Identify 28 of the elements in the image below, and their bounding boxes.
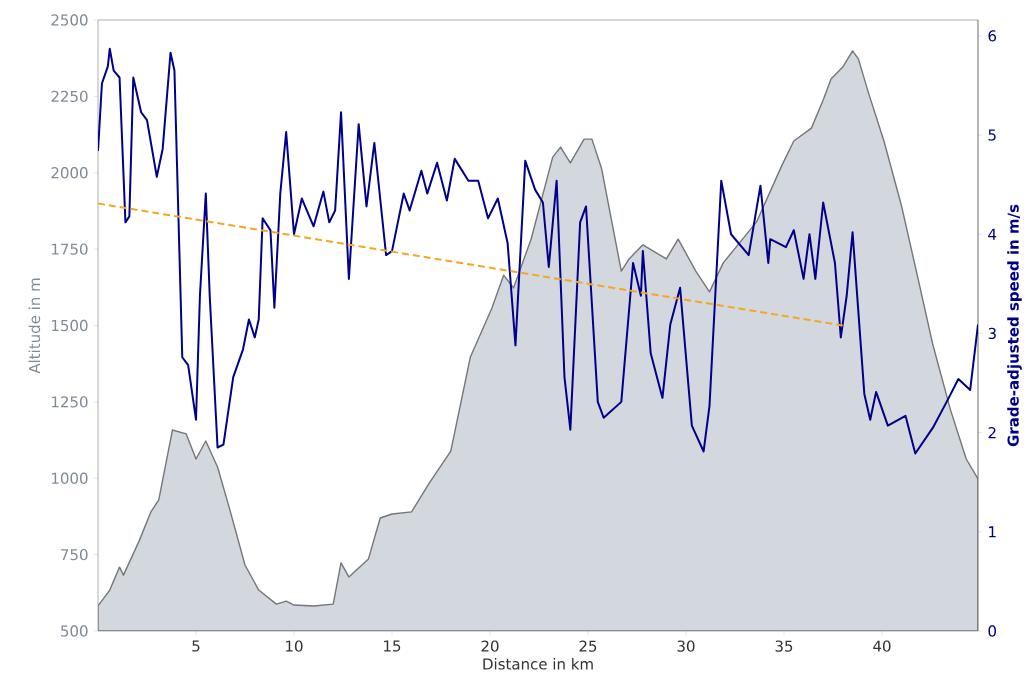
x-axis-title: Distance in km bbox=[483, 658, 593, 670]
y-tick-label: 1500 bbox=[52, 319, 88, 332]
y-tick-label: 2000 bbox=[51, 167, 88, 179]
x-tick-label: 20 bbox=[481, 640, 499, 652]
y2-tick-label: 3 bbox=[988, 327, 996, 340]
y2-tick-label: 2 bbox=[988, 427, 996, 439]
y-tick-label: 1250 bbox=[52, 396, 88, 408]
y2-tick-label: 6 bbox=[988, 30, 997, 42]
y-tick-label: 750 bbox=[61, 548, 88, 561]
x-tick-label: 10 bbox=[286, 640, 303, 652]
line-series bbox=[98, 47, 979, 455]
x-tick-label: 40 bbox=[873, 640, 891, 652]
x-tick-label: 30 bbox=[677, 640, 695, 652]
y-tick-label: 1000 bbox=[52, 472, 88, 484]
y-tick-label: 1750 bbox=[52, 243, 88, 255]
x-tick-label: 5 bbox=[192, 640, 200, 652]
x-tick-label: 25 bbox=[579, 640, 597, 652]
y2-tick-label: 0 bbox=[988, 625, 997, 637]
x-tick-label: 15 bbox=[384, 640, 401, 652]
y2-tick-label: 1 bbox=[989, 526, 996, 538]
y-tick-label: 2250 bbox=[51, 90, 88, 103]
y-tick-label: 500 bbox=[61, 625, 88, 637]
y-axis-title: Altitude in m bbox=[28, 278, 41, 374]
y2-tick-label: 5 bbox=[988, 129, 996, 141]
y-tick-label: 2500 bbox=[51, 14, 88, 26]
x-tick-label: 35 bbox=[775, 640, 793, 652]
y2-tick-label: 4 bbox=[988, 228, 997, 240]
y2-axis-title: Grade-adjusted speed in m/s bbox=[1007, 204, 1022, 447]
